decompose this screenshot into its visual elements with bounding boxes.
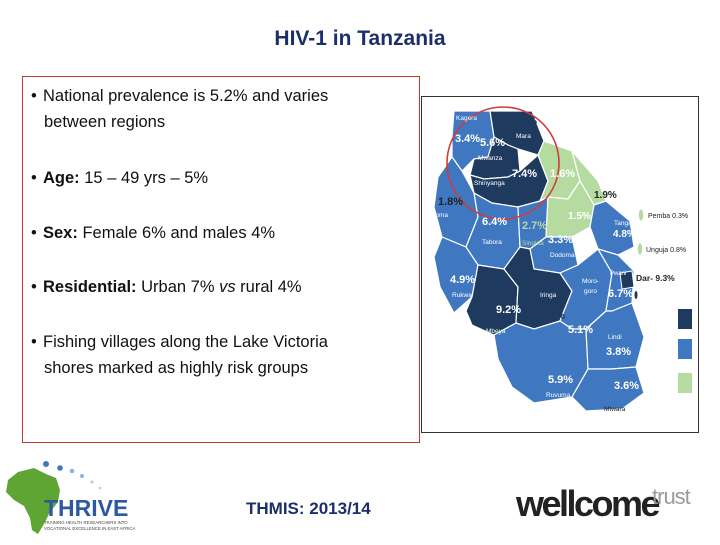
bullet-residential-text-a: Urban 7% bbox=[136, 278, 220, 296]
label-mwanza: Mwanza bbox=[478, 155, 503, 162]
label-tanga: Tanga bbox=[614, 220, 632, 227]
value-manyara: 1.5% bbox=[568, 211, 591, 222]
label-kagera: Kagera bbox=[456, 115, 477, 122]
bullet-sex: • Sex: Female 6% and males 4% bbox=[31, 224, 276, 242]
region-dar bbox=[619, 270, 635, 290]
bullet-age-label: Age: bbox=[43, 169, 80, 187]
highlight-circle bbox=[446, 106, 560, 220]
label-lindi: Lindi bbox=[608, 334, 622, 341]
label-kigoma: Kigoma bbox=[426, 212, 448, 219]
bullet-prevalence-line2: between regions bbox=[44, 113, 166, 131]
label-dodoma: Dodoma bbox=[550, 252, 575, 259]
bullet-prevalence-line1: National prevalence is 5.2% and varies bbox=[43, 87, 329, 105]
value-iringa: 15.7% bbox=[534, 310, 565, 322]
label-mtwara: Mtwara bbox=[604, 406, 626, 413]
prevalence-map: Kagera 3.4% 7.7% Mara 5.6% Mwanza 7.4% S… bbox=[421, 96, 699, 433]
bullet-residential-label: Residential: bbox=[43, 278, 137, 296]
thrive-logo: THRIVE TRAINING HEALTH RESEARCHERS INTO … bbox=[0, 458, 140, 540]
region-rukwa bbox=[433, 236, 479, 314]
value-morogoro: 5.1% bbox=[568, 324, 593, 336]
bullet-residential-text-b: rural 4% bbox=[235, 278, 302, 296]
wellcome-wordmark: wellcome trust bbox=[515, 483, 692, 524]
value-tabora: 6.4% bbox=[482, 216, 507, 228]
value-rukwa: 4.9% bbox=[450, 274, 475, 286]
label-morogoro-a: Moro- bbox=[582, 278, 599, 285]
label-iringa: Iringa bbox=[540, 292, 557, 299]
thrive-tagline-1: TRAINING HEALTH RESEARCHERS INTO bbox=[44, 520, 128, 525]
value-kigoma: 1.8% bbox=[438, 196, 463, 208]
thrive-tagline-2: VOCATIONAL EXCELLENCE IN EAST AFRICA bbox=[44, 526, 136, 531]
bullet-fishing-line1: Fishing villages along the Lake Victoria bbox=[43, 333, 328, 351]
africa-icon: THRIVE TRAINING HEALTH RESEARCHERS INTO … bbox=[6, 461, 136, 534]
island-unguja bbox=[637, 242, 643, 256]
wellcome-word: wellcome bbox=[516, 483, 660, 524]
value-lindi: 3.8% bbox=[606, 346, 631, 358]
legend-swatch-light bbox=[678, 373, 692, 393]
value-pwani: 6.7% bbox=[608, 288, 633, 300]
bullet-box: • National prevalence is 5.2% and varies … bbox=[22, 76, 420, 443]
label-mara: Mara bbox=[516, 133, 531, 140]
value-kagera: 3.4% bbox=[455, 133, 480, 145]
wellcome-trust-logo: wellcome trust bbox=[515, 478, 706, 528]
bullet-sex-text: Female 6% and males 4% bbox=[77, 224, 276, 242]
value-mbeya: 9.2% bbox=[496, 304, 521, 316]
legend-swatch-medium bbox=[678, 339, 692, 359]
label-shinyanga: Shinyanga bbox=[474, 180, 505, 187]
bullet-age: • Age: 15 – 49 yrs – 5% bbox=[31, 169, 209, 187]
label-ruvuma: Ruvuma bbox=[546, 392, 571, 399]
value-dodoma: 3.3% bbox=[548, 234, 573, 246]
legend-swatch-dark bbox=[678, 309, 692, 329]
value-mara: 7.7% bbox=[512, 116, 537, 128]
label-pwani: Pwani bbox=[610, 271, 626, 277]
value-singida: 2.7% bbox=[522, 220, 547, 232]
bullet-fishing-line2: shores marked as highly risk groups bbox=[44, 359, 309, 377]
label-unguja: Unguja 0.8% bbox=[646, 247, 686, 254]
region-tanga bbox=[589, 200, 635, 256]
thrive-name: THRIVE bbox=[44, 495, 128, 521]
island-pemba bbox=[638, 208, 644, 222]
bullet-sex-label: Sex: bbox=[43, 224, 78, 242]
bullet-age-text: 15 – 49 yrs – 5% bbox=[79, 169, 209, 187]
label-morogoro-b: goro bbox=[584, 288, 597, 295]
label-tabora: Tabora bbox=[482, 239, 502, 246]
trust-word: trust bbox=[652, 484, 691, 509]
value-arusha: 1.6% bbox=[550, 168, 575, 180]
bullet-prevalence: • National prevalence is 5.2% and varies … bbox=[31, 83, 328, 135]
value-mtwara: 3.6% bbox=[614, 380, 639, 392]
value-mwanza: 5.6% bbox=[480, 137, 505, 149]
value-kilimanjaro: 1.9% bbox=[594, 190, 617, 201]
bullet-fishing: • Fishing villages along the Lake Victori… bbox=[31, 329, 328, 381]
label-singida: Singida bbox=[522, 240, 544, 247]
island-mafia bbox=[634, 291, 638, 299]
label-dar: Dar- 9.3% bbox=[636, 273, 675, 283]
label-rukwa: Rukwa bbox=[452, 292, 472, 299]
source-citation: THMIS: 2013/14 bbox=[246, 499, 371, 518]
bullet-residential: • Residential: Urban 7% vs rural 4% bbox=[31, 278, 302, 296]
region-mtwara bbox=[571, 366, 645, 412]
value-ruvuma: 5.9% bbox=[548, 374, 573, 386]
label-mbeya: Mbeya bbox=[486, 328, 506, 335]
label-pemba: Pemba 0.3% bbox=[648, 213, 688, 220]
value-shinyanga: 7.4% bbox=[512, 168, 537, 180]
tanzania-map-svg: Kagera 3.4% 7.7% Mara 5.6% Mwanza 7.4% S… bbox=[426, 106, 692, 413]
value-tanga: 4.8% bbox=[613, 229, 636, 240]
bullet-residential-vs: vs bbox=[219, 278, 236, 296]
slide-title: HIV-1 in Tanzania bbox=[274, 27, 446, 50]
